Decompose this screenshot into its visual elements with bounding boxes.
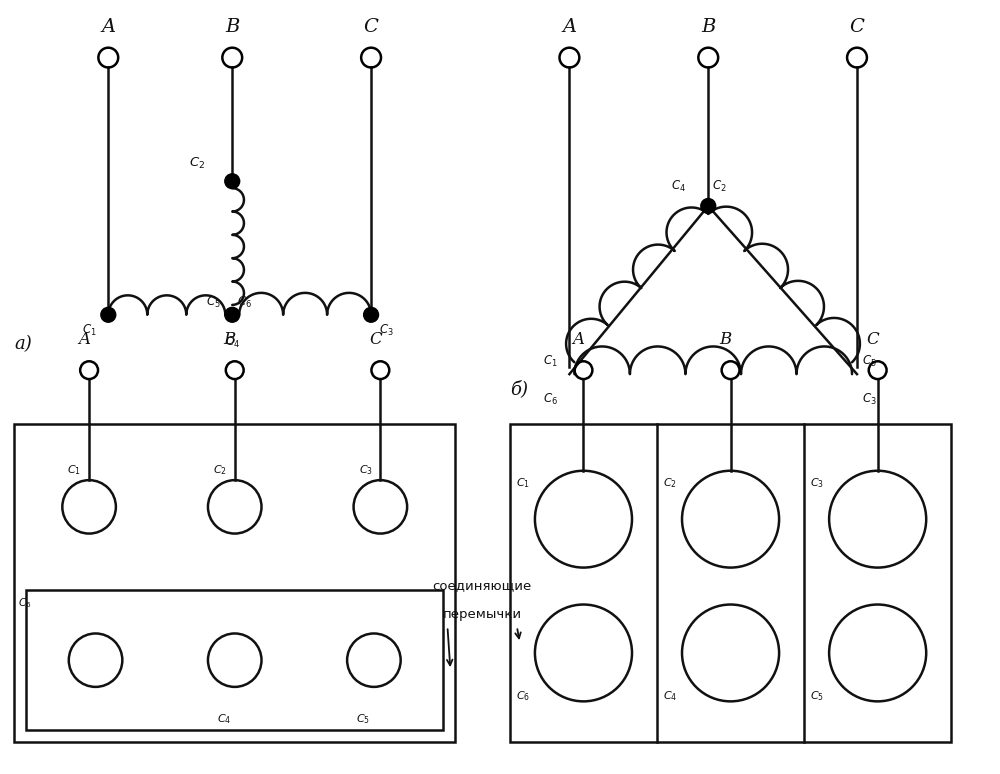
- Text: $C_2$: $C_2$: [213, 464, 227, 478]
- Text: соединяющие: соединяющие: [433, 579, 532, 592]
- Text: C: C: [364, 18, 379, 36]
- Text: $C_4$: $C_4$: [217, 713, 231, 726]
- Text: C: C: [866, 331, 879, 348]
- Bar: [26, 590, 443, 730]
- Circle shape: [225, 174, 240, 189]
- Text: $C_6$: $C_6$: [237, 295, 252, 310]
- Text: $C_5$: $C_5$: [862, 354, 877, 369]
- Text: а): а): [14, 335, 32, 354]
- Text: $C_5$: $C_5$: [356, 713, 370, 726]
- Bar: [14, 423, 455, 742]
- Text: $C_3$: $C_3$: [810, 477, 824, 491]
- Text: $C_3$: $C_3$: [359, 464, 373, 478]
- Text: A: A: [101, 18, 115, 36]
- Text: B: B: [225, 18, 239, 36]
- Text: $C_3$: $C_3$: [862, 392, 877, 407]
- Text: C: C: [369, 331, 382, 348]
- Text: $C_6$: $C_6$: [516, 690, 530, 704]
- Text: $C_1$: $C_1$: [67, 464, 81, 478]
- Text: B: B: [224, 331, 236, 348]
- Text: $C_1$: $C_1$: [543, 354, 558, 369]
- Text: перемычки: перемычки: [443, 608, 522, 622]
- Text: C: C: [850, 18, 864, 36]
- Text: $C_2$: $C_2$: [189, 156, 205, 171]
- Text: B: B: [719, 331, 732, 348]
- Text: A: A: [573, 331, 585, 348]
- Text: $C_3$: $C_3$: [379, 323, 394, 337]
- Text: $C_1$: $C_1$: [82, 323, 96, 337]
- Circle shape: [364, 307, 379, 322]
- Text: $C_5$: $C_5$: [206, 295, 220, 310]
- Text: $C_4$: $C_4$: [663, 690, 677, 704]
- Circle shape: [701, 199, 716, 214]
- Text: $C_6$: $C_6$: [543, 392, 558, 407]
- Text: $C_4$: $C_4$: [225, 334, 240, 350]
- Text: $C_2$: $C_2$: [712, 179, 727, 194]
- Bar: [510, 423, 951, 742]
- Text: $C_6$: $C_6$: [18, 596, 31, 610]
- Text: $C_5$: $C_5$: [810, 690, 824, 704]
- Text: A: A: [78, 331, 90, 348]
- Text: A: A: [562, 18, 576, 36]
- Circle shape: [101, 307, 116, 322]
- Text: б): б): [510, 380, 528, 398]
- Circle shape: [225, 307, 240, 322]
- Text: $C_1$: $C_1$: [516, 477, 530, 491]
- Text: $C_4$: $C_4$: [671, 179, 686, 194]
- Text: $C_2$: $C_2$: [663, 477, 677, 491]
- Text: B: B: [701, 18, 715, 36]
